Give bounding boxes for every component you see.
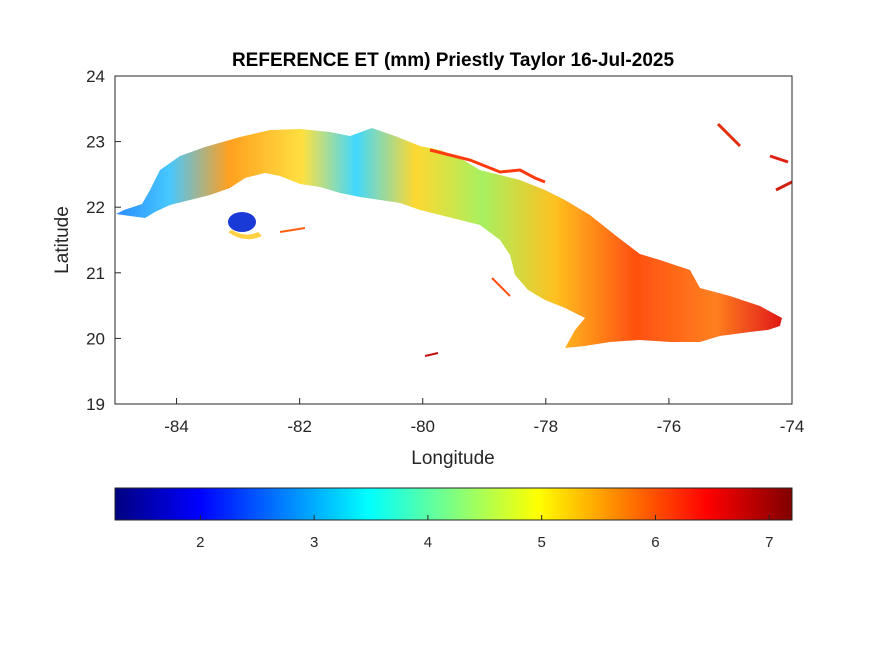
isla-south-coast — [228, 230, 262, 240]
y-tick-label: 20 — [86, 329, 105, 348]
x-tick-label: -82 — [287, 417, 312, 436]
y-axis-label: Latitude — [52, 206, 73, 274]
x-tick-label: -84 — [164, 417, 189, 436]
x-axis-label: Longitude — [411, 448, 494, 469]
axes-background — [115, 76, 792, 404]
colorbar-ticks: 2 3 4 5 6 7 — [196, 515, 773, 551]
cuba-main-island — [116, 128, 782, 348]
chart-title: REFERENCE ET (mm) Priestly Taylor 16-Jul… — [232, 50, 674, 71]
island-east-2 — [769, 154, 789, 164]
southern-keys — [279, 227, 306, 233]
x-tick-label: -78 — [534, 417, 559, 436]
x-axis: -84 -82 -80 -78 -76 -74 — [164, 398, 804, 436]
y-tick-label: 22 — [86, 198, 105, 217]
y-tick-label: 19 — [86, 395, 105, 414]
y-tick-label: 21 — [86, 264, 105, 283]
plot-area — [114, 75, 793, 405]
colorbar-tick-label: 3 — [310, 534, 318, 551]
island-east-1 — [716, 122, 742, 148]
axes-box — [114, 75, 793, 405]
y-tick-label: 24 — [86, 67, 105, 86]
x-tick-label: -74 — [780, 417, 805, 436]
map-layer — [116, 122, 792, 357]
y-tick-label: 23 — [86, 133, 105, 152]
colorbar-tick-label: 5 — [538, 534, 546, 551]
colorbar: 2 3 4 5 6 7 — [114, 487, 793, 551]
x-tick-label: -76 — [657, 417, 682, 436]
colorbar-tick-label: 4 — [424, 534, 432, 551]
colorbar-tick-label: 6 — [651, 534, 659, 551]
x-tick-label: -80 — [410, 417, 435, 436]
colorbar-tick-label: 2 — [196, 534, 204, 551]
colorbar-gradient — [114, 487, 793, 521]
small-island-2 — [491, 277, 511, 297]
y-axis: 19 20 21 22 23 24 — [86, 67, 121, 414]
small-island-1 — [424, 352, 439, 357]
colorbar-tick-label: 7 — [765, 534, 773, 551]
isla-de-la-juventud — [228, 212, 256, 232]
northern-keys — [429, 148, 546, 184]
island-east-3 — [775, 180, 792, 192]
